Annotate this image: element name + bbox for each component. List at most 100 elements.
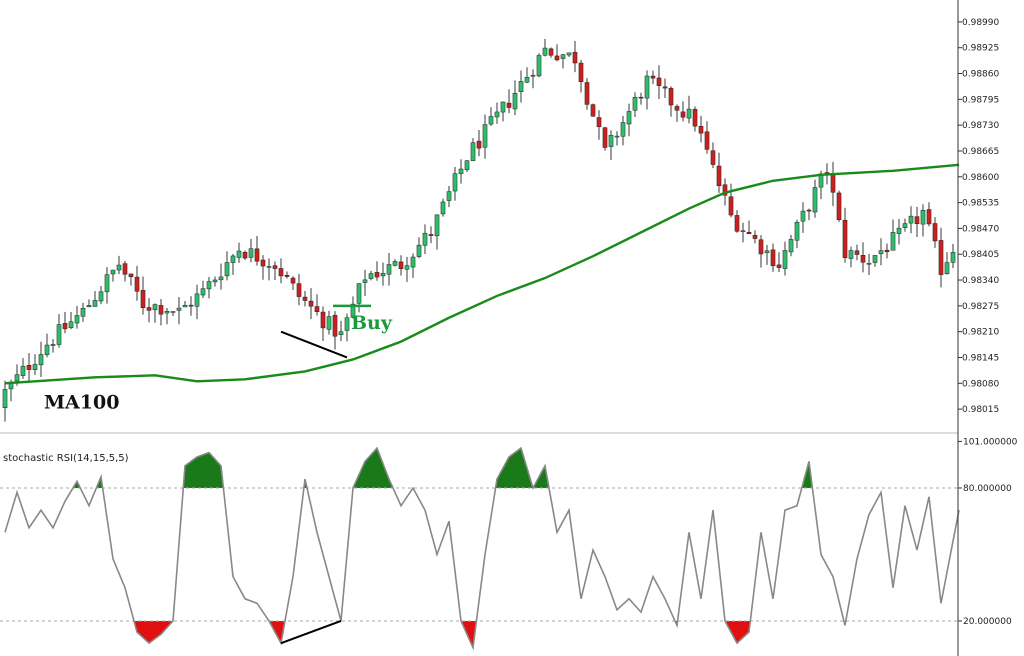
candle	[212, 276, 218, 287]
price-tick-label: 0.98925	[962, 44, 999, 54]
candle-body	[356, 283, 362, 304]
candle-body	[116, 264, 122, 271]
candle	[692, 106, 698, 132]
candle-body	[626, 111, 632, 125]
indicator-title: stochastic RSI(14,15,5,5)	[3, 453, 129, 464]
candle-body	[476, 140, 482, 149]
indicator-tick-label: 80.000000	[963, 484, 1012, 494]
candle	[356, 283, 362, 313]
candle-body	[314, 306, 320, 312]
candle-body	[770, 249, 776, 267]
ma100-line	[4, 163, 960, 385]
candle-body	[572, 51, 578, 64]
candle	[944, 252, 950, 275]
candle-body	[566, 52, 572, 56]
candle-body	[296, 283, 302, 297]
candle	[26, 353, 32, 382]
price-tick-label: 0.98275	[962, 302, 999, 312]
candle	[236, 242, 242, 263]
candle-body	[536, 55, 542, 77]
candle-body	[218, 276, 224, 281]
candle-body	[764, 250, 770, 253]
candle	[332, 311, 338, 350]
candle	[758, 235, 764, 268]
candle-body	[350, 303, 356, 318]
candle-body	[794, 221, 800, 241]
candle-body	[518, 81, 524, 92]
candle	[278, 258, 284, 284]
candle-body	[746, 232, 752, 235]
candle	[548, 47, 554, 58]
candle-body	[32, 364, 38, 370]
candle-body	[800, 210, 806, 222]
candle	[116, 255, 122, 275]
candle-body	[848, 250, 854, 259]
candle-body	[452, 173, 458, 192]
candle	[632, 92, 638, 117]
candle-body	[44, 344, 50, 355]
candle-body	[98, 291, 104, 302]
candle-body	[152, 304, 158, 311]
candle-body	[830, 173, 836, 193]
candle	[398, 255, 404, 276]
candle	[878, 238, 884, 266]
candle	[206, 277, 212, 299]
candle	[218, 263, 224, 290]
candle-body	[104, 274, 110, 293]
candle-body	[584, 82, 590, 105]
candle	[428, 226, 434, 244]
candle	[602, 126, 608, 151]
candle	[164, 307, 170, 325]
candle	[866, 253, 872, 276]
candle	[764, 244, 770, 265]
candle	[908, 206, 914, 234]
buy-label: Buy	[351, 312, 393, 334]
candle	[434, 214, 440, 250]
candle	[458, 159, 464, 184]
price-panel: Buy MA100 0.989900.989250.988600.987950.…	[2, 18, 999, 422]
candle-body	[140, 290, 146, 309]
candle-body	[212, 279, 218, 283]
candle	[620, 115, 626, 146]
candle-body	[602, 127, 608, 148]
candle-body	[638, 96, 644, 99]
candle	[74, 305, 80, 329]
candle-body	[176, 307, 182, 311]
candle-body	[404, 265, 410, 270]
overbought-fill	[353, 448, 393, 488]
candle-body	[590, 104, 596, 117]
candle	[464, 160, 470, 172]
candle-body	[632, 97, 638, 111]
candle-body	[932, 223, 938, 242]
candle-body	[560, 54, 566, 59]
candle-body	[422, 232, 428, 246]
candle	[374, 261, 380, 281]
candle-body	[704, 131, 710, 150]
oversold-fill	[725, 620, 751, 644]
candle-body	[284, 275, 290, 277]
candle-body	[908, 215, 914, 224]
candle-body	[866, 262, 872, 265]
candle	[242, 250, 248, 260]
candle	[662, 78, 668, 98]
candle	[566, 52, 572, 57]
candle-body	[740, 230, 746, 232]
candle	[272, 261, 278, 280]
candle-body	[170, 311, 176, 313]
candle-body	[260, 259, 266, 267]
candle-body	[248, 248, 254, 258]
candle-body	[806, 209, 812, 212]
candle	[470, 138, 476, 161]
candle-body	[896, 227, 902, 234]
candle	[80, 302, 86, 322]
candle-body	[914, 216, 920, 225]
candle	[572, 40, 578, 73]
candle-body	[938, 240, 944, 275]
candle	[674, 104, 680, 122]
candle-body	[692, 109, 698, 127]
candle	[914, 206, 920, 238]
candle-body	[698, 125, 704, 134]
candle-body	[122, 263, 128, 275]
candle-body	[644, 75, 650, 99]
candle-body	[236, 250, 242, 258]
